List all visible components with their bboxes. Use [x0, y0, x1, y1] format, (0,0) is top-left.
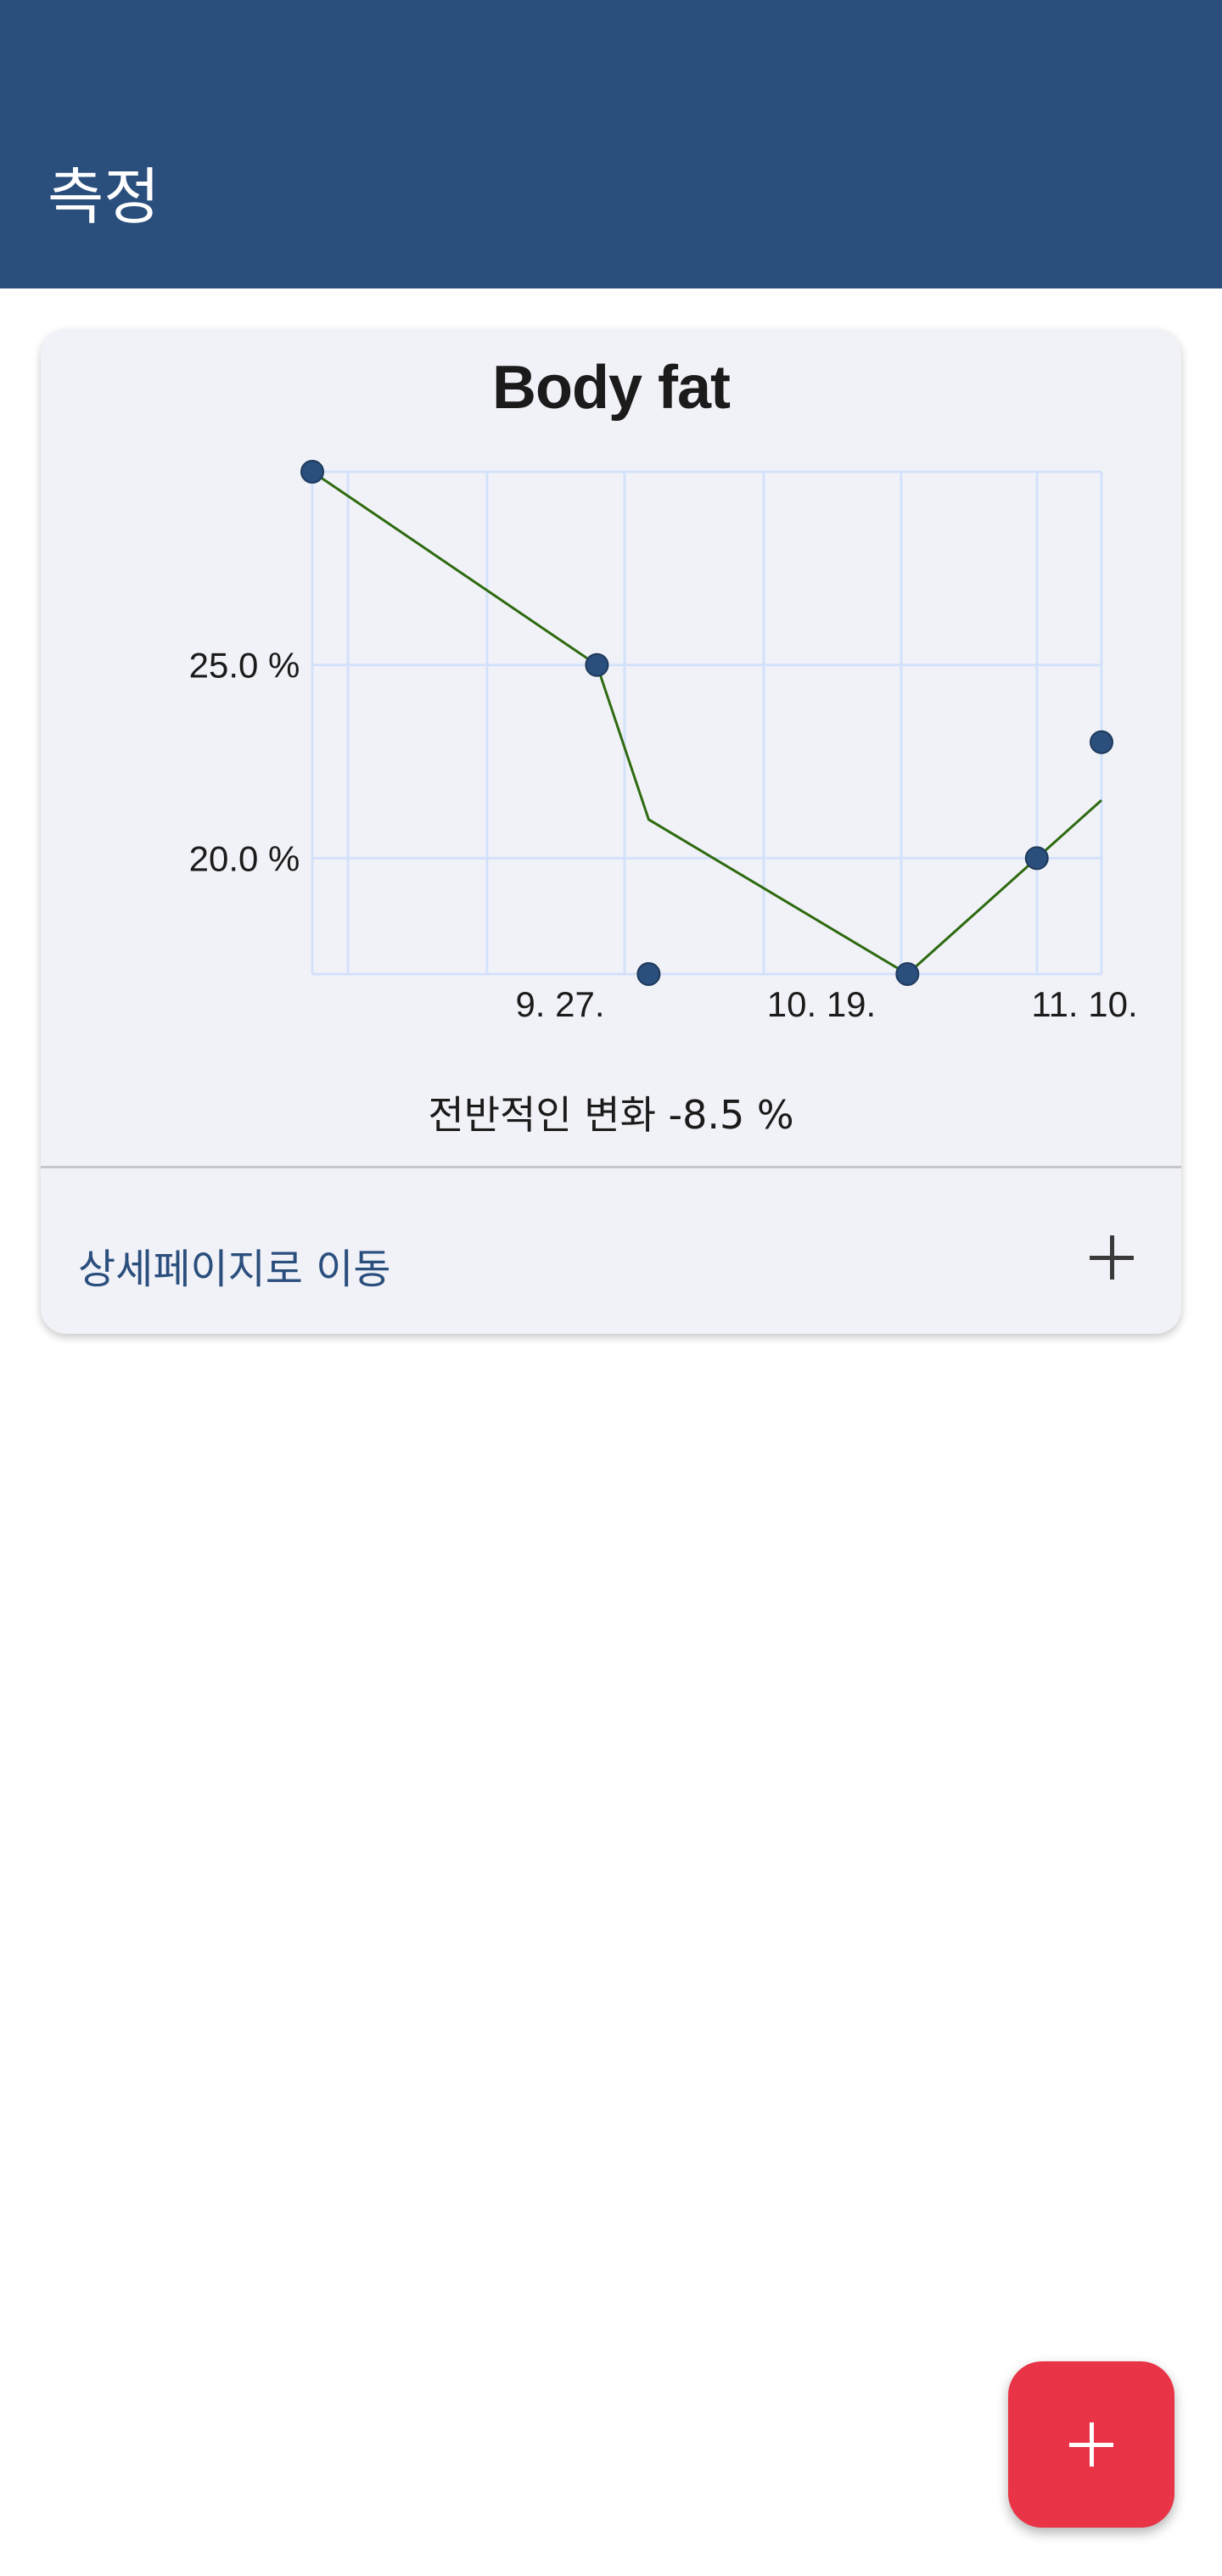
series-line: [311, 470, 1103, 976]
data-point: [300, 460, 324, 484]
x-tick-label: 9. 27.: [515, 984, 604, 1024]
x-tick-label: 11. 10.: [1031, 984, 1137, 1024]
card-divider: [41, 1166, 1181, 1168]
detail-page-link[interactable]: 상세페이지로 이동: [78, 1246, 391, 1293]
add-measurement-fab[interactable]: [1008, 2361, 1174, 2528]
data-point: [1090, 730, 1113, 754]
app-bar: 측정: [0, 0, 1222, 288]
plus-icon: [1090, 1235, 1134, 1280]
y-tick-label: 25.0 %: [189, 646, 300, 686]
page-title: 측정: [48, 161, 160, 232]
data-point: [636, 962, 661, 986]
data-point: [895, 962, 920, 986]
body-fat-card: Body fat 25.0 % 20.0 % 9. 27. 10. 19. 11. 10…: [41, 329, 1181, 1334]
body-fat-chart: 25.0 % 20.0 % 9. 27. 10. 19. 11. 10.: [189, 460, 1138, 1024]
plus-icon: [1069, 2422, 1113, 2467]
chart-title: Body fat: [492, 354, 731, 422]
x-tick-label: 10. 19.: [767, 984, 876, 1024]
expand-button[interactable]: [1078, 1224, 1146, 1291]
overall-change-label: 전반적인 변화 -8.5 %: [428, 1092, 794, 1138]
data-point: [1024, 846, 1049, 871]
y-tick-label: 20.0 %: [189, 838, 300, 878]
data-point: [585, 652, 609, 677]
